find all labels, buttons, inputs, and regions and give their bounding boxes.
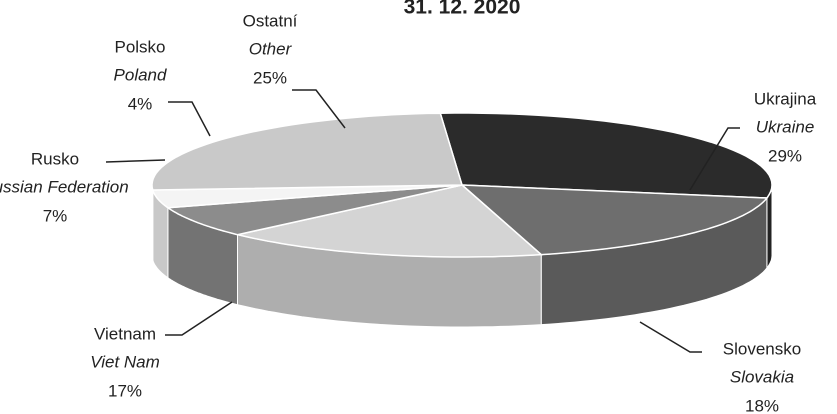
category-label: Slovensko [723, 339, 801, 358]
slice [151, 184, 463, 209]
category-label: Ukrajina [754, 89, 817, 108]
category-label-en: Slovakia [730, 367, 794, 386]
leader-line [689, 127, 740, 191]
leader-line [292, 89, 346, 129]
slice [237, 184, 544, 258]
category-label: Rusko [31, 149, 79, 168]
leader-line [168, 101, 211, 137]
value-label: 7% [43, 206, 68, 225]
leader-line [639, 321, 702, 353]
category-label: Polsko [114, 37, 165, 56]
slice [165, 184, 463, 236]
slice [459, 184, 769, 256]
category-label-en: Viet Nam [90, 352, 160, 371]
slice [151, 112, 464, 191]
category-label-en: Poland [114, 65, 167, 84]
category-label-en: Russian Federation [0, 177, 129, 196]
leader-line [105, 159, 166, 163]
category-label: Vietnam [94, 324, 156, 343]
value-label: 18% [745, 396, 779, 414]
category-label: Ostatní [243, 11, 298, 30]
slice [439, 112, 773, 199]
slice-side [151, 185, 154, 262]
chart-title: 31. 12. 2020 [404, 0, 521, 19]
leader-line [165, 301, 233, 336]
value-label: 4% [128, 94, 153, 113]
value-label: 17% [108, 381, 142, 400]
category-label-en: Ukraine [756, 117, 815, 136]
value-label: 25% [253, 68, 287, 87]
category-label-en: Other [249, 39, 293, 58]
value-label: 29% [768, 146, 802, 165]
